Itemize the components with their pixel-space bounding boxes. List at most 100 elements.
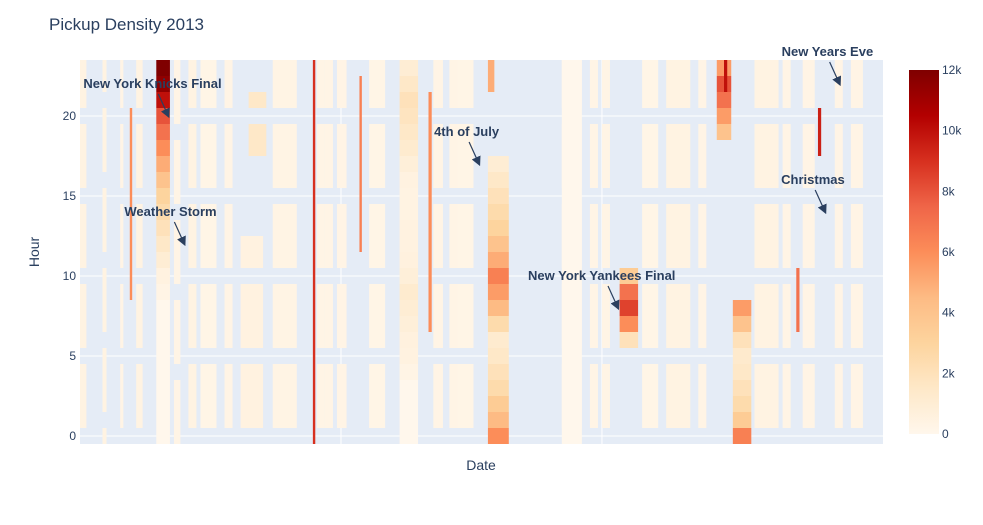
heatmap-cell[interactable]	[698, 364, 707, 380]
heatmap-cell[interactable]	[336, 396, 347, 412]
heatmap-cell[interactable]	[156, 316, 170, 332]
heatmap-cell[interactable]	[850, 252, 863, 268]
heatmap-cell[interactable]	[102, 156, 107, 172]
heatmap-cell[interactable]	[601, 172, 610, 188]
heatmap-cell[interactable]	[324, 412, 333, 428]
heatmap-cell[interactable]	[834, 76, 843, 92]
heatmap-cell[interactable]	[782, 412, 791, 428]
heatmap-cell[interactable]	[457, 156, 474, 172]
heatmap-cell[interactable]	[156, 252, 170, 268]
heatmap-cell[interactable]	[188, 140, 197, 156]
heatmap-cell[interactable]	[601, 124, 610, 140]
heatmap-cell[interactable]	[136, 220, 143, 236]
heatmap-cell[interactable]	[200, 76, 217, 92]
heatmap-cell[interactable]	[188, 396, 197, 412]
heatmap-cell[interactable]	[802, 156, 815, 172]
heatmap-cell[interactable]	[642, 396, 659, 412]
heatmap-cell[interactable]	[589, 60, 598, 76]
heatmap-cell[interactable]	[272, 220, 297, 236]
heatmap-cell[interactable]	[561, 364, 582, 380]
heatmap-cell[interactable]	[248, 140, 267, 156]
heatmap-cell[interactable]	[698, 140, 707, 156]
heatmap-cell[interactable]	[642, 412, 659, 428]
heatmap-cell[interactable]	[136, 60, 143, 76]
heatmap-cell[interactable]	[433, 236, 443, 252]
heatmap-cell[interactable]	[173, 172, 181, 188]
heatmap-cell[interactable]	[834, 316, 843, 332]
heatmap-cell[interactable]	[666, 140, 691, 156]
heatmap-cell[interactable]	[272, 156, 297, 172]
heatmap-cell[interactable]	[834, 252, 843, 268]
heatmap-cell[interactable]	[324, 140, 333, 156]
heatmap-cell[interactable]	[834, 332, 843, 348]
heatmap-stripe[interactable]	[724, 60, 728, 92]
heatmap-cell[interactable]	[136, 172, 143, 188]
heatmap-cell[interactable]	[754, 220, 779, 236]
heatmap-cell[interactable]	[272, 92, 297, 108]
heatmap-cell[interactable]	[850, 364, 863, 380]
heatmap-cell[interactable]	[200, 412, 217, 428]
heatmap-cell[interactable]	[433, 156, 443, 172]
heatmap-cell[interactable]	[561, 316, 582, 332]
heatmap-cell[interactable]	[156, 60, 170, 76]
heatmap-cell[interactable]	[272, 380, 297, 396]
heatmap-cell[interactable]	[666, 76, 691, 92]
heatmap-cell[interactable]	[487, 412, 509, 428]
heatmap-cell[interactable]	[834, 156, 843, 172]
heatmap-cell[interactable]	[782, 252, 791, 268]
heatmap-cell[interactable]	[272, 284, 297, 300]
heatmap-cell[interactable]	[589, 412, 598, 428]
heatmap-cell[interactable]	[601, 412, 610, 428]
heatmap-cell[interactable]	[449, 156, 460, 172]
heatmap-cell[interactable]	[324, 204, 333, 220]
heatmap-cell[interactable]	[487, 396, 509, 412]
heatmap-cell[interactable]	[782, 236, 791, 252]
heatmap-cell[interactable]	[200, 172, 217, 188]
heatmap-cell[interactable]	[316, 412, 325, 428]
heatmap-cell[interactable]	[136, 332, 143, 348]
heatmap-cell[interactable]	[80, 396, 87, 412]
heatmap-cell[interactable]	[642, 380, 659, 396]
heatmap-cell[interactable]	[834, 364, 843, 380]
heatmap-cell[interactable]	[487, 204, 509, 220]
heatmap-cell[interactable]	[754, 60, 779, 76]
heatmap-cell[interactable]	[782, 76, 791, 92]
heatmap-cell[interactable]	[188, 92, 197, 108]
heatmap-cell[interactable]	[272, 316, 297, 332]
heatmap-cell[interactable]	[80, 364, 87, 380]
heatmap-cell[interactable]	[850, 396, 863, 412]
heatmap-cell[interactable]	[754, 236, 779, 252]
heatmap-cell[interactable]	[433, 60, 443, 76]
heatmap-cell[interactable]	[188, 316, 197, 332]
heatmap-cell[interactable]	[666, 252, 691, 268]
heatmap-cell[interactable]	[136, 92, 143, 108]
heatmap-cell[interactable]	[240, 364, 264, 380]
heatmap-cell[interactable]	[449, 300, 460, 316]
heatmap-cell[interactable]	[782, 396, 791, 412]
heatmap-cell[interactable]	[102, 236, 107, 252]
heatmap-cell[interactable]	[782, 332, 791, 348]
heatmap-cell[interactable]	[80, 380, 87, 396]
heatmap-cell[interactable]	[457, 364, 474, 380]
heatmap-cell[interactable]	[698, 396, 707, 412]
heatmap-cell[interactable]	[200, 92, 217, 108]
heatmap-cell[interactable]	[802, 124, 815, 140]
heatmap-cell[interactable]	[120, 156, 124, 172]
heatmap-cell[interactable]	[80, 76, 87, 92]
heatmap-cell[interactable]	[666, 380, 691, 396]
heatmap-cell[interactable]	[834, 172, 843, 188]
heatmap-cell[interactable]	[399, 252, 419, 268]
heatmap-cell[interactable]	[802, 316, 815, 332]
heatmap-cell[interactable]	[120, 124, 124, 140]
heatmap-cell[interactable]	[802, 220, 815, 236]
heatmap-cell[interactable]	[200, 60, 217, 76]
heatmap-cell[interactable]	[619, 284, 639, 300]
heatmap-cell[interactable]	[80, 204, 87, 220]
heatmap-cell[interactable]	[272, 332, 297, 348]
heatmap-cell[interactable]	[487, 172, 509, 188]
heatmap-cell[interactable]	[316, 76, 325, 92]
heatmap-cell[interactable]	[642, 124, 659, 140]
heatmap-cell[interactable]	[754, 156, 779, 172]
heatmap-cell[interactable]	[834, 396, 843, 412]
heatmap-cell[interactable]	[449, 60, 460, 76]
